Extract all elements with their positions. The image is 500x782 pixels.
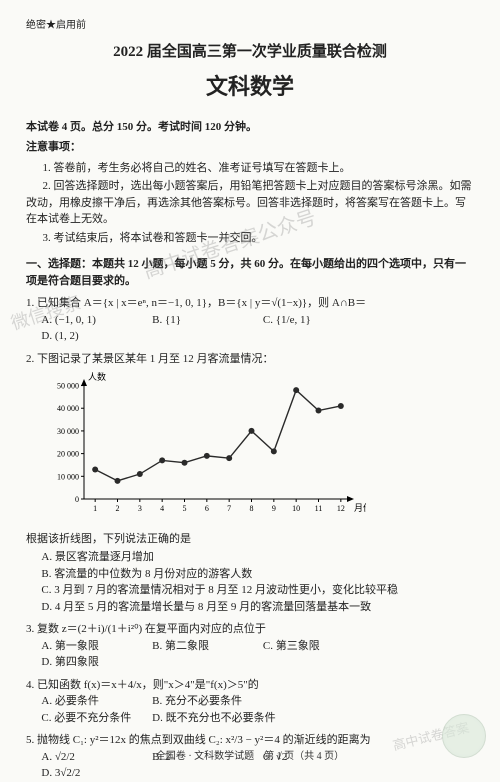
notice-item: 2. 回答选择题时，选出每小题答案后，用铅笔把答题卡上对应题目的答案标号涂黑。如… xyxy=(26,178,474,228)
option-a: A. (−1, 0, 1) xyxy=(41,312,141,329)
visitor-line-chart: 010 00020 00030 00040 00050 000123456789… xyxy=(46,371,474,527)
svg-text:50 000: 50 000 xyxy=(57,382,79,391)
svg-text:3: 3 xyxy=(138,504,142,513)
question-stem: 3. 复数 z＝(2＋i)/(1＋i²⁰) 在复平面内对应的点位于 xyxy=(26,621,474,638)
option-d: D. 第四象限 xyxy=(41,654,141,671)
option-a: A. 第一象限 xyxy=(41,638,141,655)
exam-main-title: 2022 届全国高三第一次学业质量联合检测 xyxy=(26,41,474,64)
svg-text:9: 9 xyxy=(272,504,276,513)
svg-text:12: 12 xyxy=(337,504,345,513)
option-d: D. 4 月至 5 月的客流量增长量与 8 月至 9 月的客流量回落量基本一致 xyxy=(26,599,474,616)
option-c: C. 必要不充分条件 xyxy=(41,710,141,727)
option-b: B. {1} xyxy=(152,312,252,329)
page-footer: 全国卷 · 文科数学试题 第 1 页（共 4 页） xyxy=(0,749,500,764)
svg-text:0: 0 xyxy=(75,495,79,504)
svg-text:6: 6 xyxy=(205,504,209,513)
option-b: B. 客流量的中位数为 8 月份对应的游客人数 xyxy=(26,566,474,583)
question-stem: 5. 抛物线 C₁: y²＝12x 的焦点到双曲线 C₂: x²/3 − y²＝… xyxy=(26,732,474,749)
notice-item: 3. 考试结束后，将本试卷和答题卡一并交回。 xyxy=(26,230,474,247)
svg-text:30 000: 30 000 xyxy=(57,427,79,436)
question-options: A. 景区客流量逐月增加 B. 客流量的中位数为 8 月份对应的游客人数 C. … xyxy=(26,549,474,615)
question-options: A. 必要条件 B. 充分不必要条件 C. 必要不充分条件 D. 既不充分也不必… xyxy=(26,693,474,726)
notice-label: 注意事项： xyxy=(26,139,474,156)
question-stem: 1. 已知集合 A＝{x | x＝eⁿ, n＝−1, 0, 1}，B＝{x | … xyxy=(26,295,474,312)
svg-text:20 000: 20 000 xyxy=(57,450,79,459)
exam-info-line: 本试卷 4 页。总分 150 分。考试时间 120 分钟。 xyxy=(26,119,474,136)
option-b: B. 充分不必要条件 xyxy=(152,693,252,710)
question-stem: 4. 已知函数 f(x)＝x＋4/x，则"x＞4"是"f(x)＞5"的 xyxy=(26,677,474,694)
exam-subject-title: 文科数学 xyxy=(26,70,474,103)
option-c: C. 第三象限 xyxy=(263,638,363,655)
svg-text:8: 8 xyxy=(250,504,254,513)
question-4: 4. 已知函数 f(x)＝x＋4/x，则"x＞4"是"f(x)＞5"的 A. 必… xyxy=(26,677,474,727)
section-heading: 一、选择题：本题共 12 小题，每小题 5 分，共 60 分。在每小题给出的四个… xyxy=(26,256,474,289)
svg-text:10 000: 10 000 xyxy=(57,472,79,481)
svg-text:10: 10 xyxy=(292,504,300,513)
option-a: A. 景区客流量逐月增加 xyxy=(26,549,474,566)
option-c: C. 3 月到 7 月的客流量情况相对于 8 月至 12 月波动性更小，变化比较… xyxy=(26,582,474,599)
option-d: D. (1, 2) xyxy=(41,328,141,345)
question-stem: 2. 下图记录了某景区某年 1 月至 12 月客流量情况： xyxy=(26,351,474,368)
option-d: D. 既不充分也不必要条件 xyxy=(152,710,275,727)
chart-svg: 010 00020 00030 00040 00050 000123456789… xyxy=(46,371,366,521)
svg-text:1: 1 xyxy=(93,504,97,513)
notice-list: 1. 答卷前，考生务必将自己的姓名、准考证号填写在答题卡上。 2. 回答选择题时… xyxy=(26,160,474,247)
svg-text:40 000: 40 000 xyxy=(57,404,79,413)
svg-text:7: 7 xyxy=(227,504,231,513)
question-1: 1. 已知集合 A＝{x | x＝eⁿ, n＝−1, 0, 1}，B＝{x | … xyxy=(26,295,474,345)
notice-item: 1. 答卷前，考生务必将自己的姓名、准考证号填写在答题卡上。 xyxy=(26,160,474,177)
option-d: D. 3√2/2 xyxy=(41,765,141,782)
secrecy-marker: 绝密★启用前 xyxy=(26,18,474,33)
option-c: C. {1/e, 1} xyxy=(263,312,363,329)
svg-text:人数: 人数 xyxy=(88,371,106,382)
svg-text:4: 4 xyxy=(160,504,164,513)
question-options: A. (−1, 0, 1) B. {1} C. {1/e, 1} D. (1, … xyxy=(26,312,474,345)
question-options: A. 第一象限 B. 第二象限 C. 第三象限 D. 第四象限 xyxy=(26,638,474,671)
svg-text:2: 2 xyxy=(116,504,120,513)
option-b: B. 第二象限 xyxy=(152,638,252,655)
svg-text:5: 5 xyxy=(183,504,187,513)
svg-text:11: 11 xyxy=(315,504,323,513)
question-substem: 根据该折线图，下列说法正确的是 xyxy=(26,531,474,548)
question-3: 3. 复数 z＝(2＋i)/(1＋i²⁰) 在复平面内对应的点位于 A. 第一象… xyxy=(26,621,474,671)
option-a: A. 必要条件 xyxy=(41,693,141,710)
svg-text:月份: 月份 xyxy=(354,502,366,513)
question-2: 2. 下图记录了某景区某年 1 月至 12 月客流量情况： 0 10 000 20 … xyxy=(26,351,474,616)
